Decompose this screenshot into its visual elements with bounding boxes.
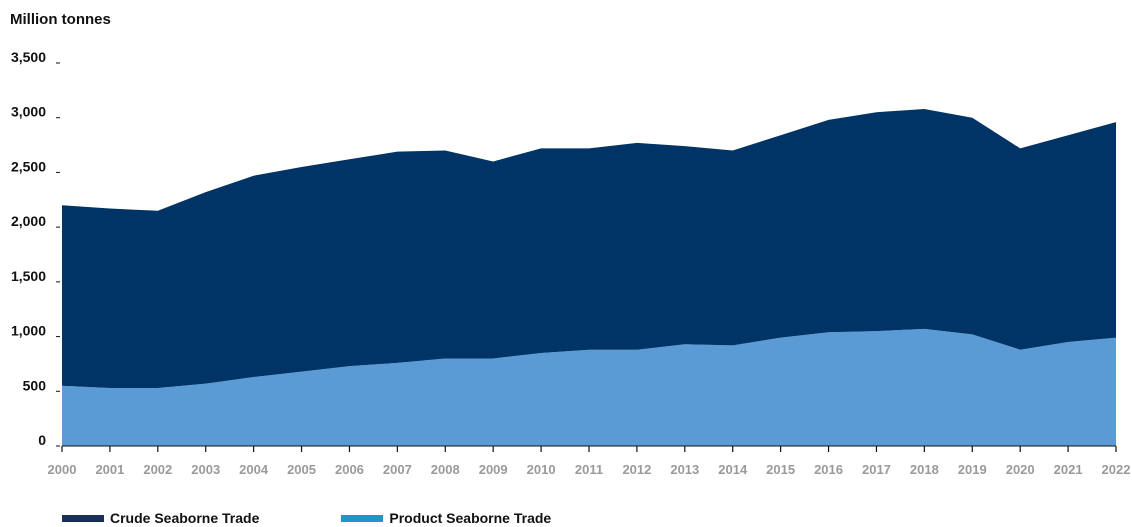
x-tick-label: 2019 xyxy=(958,462,987,477)
x-tick-label: 2010 xyxy=(527,462,556,477)
y-tick-label: 1,000 xyxy=(11,323,46,339)
legend-item-product: Product Seaborne Trade xyxy=(341,510,551,526)
x-tick-label: 2021 xyxy=(1054,462,1083,477)
x-axis: 2000 2001 2002 2003 2004 2005 2006 2007 2008 2009… xyxy=(48,445,1131,477)
x-tick-label: 2013 xyxy=(670,462,699,477)
legend-label-crude: Crude Seaborne Trade xyxy=(110,510,260,526)
y-axis: 0 500 1,000 1,500 2,000 2,500 3,000 3,500 xyxy=(11,49,60,448)
x-tick-label: 2016 xyxy=(814,462,843,477)
area-crude-seaborne-trade xyxy=(62,108,1116,389)
x-tick-label: 2000 xyxy=(48,462,77,477)
legend-label-product: Product Seaborne Trade xyxy=(389,510,552,526)
x-tick-label: 2005 xyxy=(287,462,316,477)
y-tick-label: 3,000 xyxy=(11,104,46,120)
legend-swatch-crude xyxy=(62,514,104,522)
legend-swatch-product xyxy=(341,514,384,522)
y-tick-label: 0 xyxy=(38,432,46,448)
x-tick-label: 2003 xyxy=(191,462,220,477)
x-tick-label: 2009 xyxy=(479,462,508,477)
x-tick-label: 2011 xyxy=(575,462,603,477)
x-tick-label: 2020 xyxy=(1006,462,1035,477)
y-axis-label: Million tonnes xyxy=(10,11,111,28)
x-tick-label: 2001 xyxy=(95,462,124,477)
y-tick-label: 2,500 xyxy=(11,158,46,174)
x-tick-label: 2017 xyxy=(862,462,891,477)
x-tick-label: 2014 xyxy=(718,462,748,477)
x-tick-label: 2007 xyxy=(383,462,412,477)
x-tick-label: 2002 xyxy=(143,462,172,477)
legend: Crude Seaborne Trade Product Seaborne Tr… xyxy=(62,510,551,526)
x-tick-label: 2008 xyxy=(431,462,460,477)
area-product-seaborne-trade xyxy=(62,328,1116,446)
x-tick-label: 2022 xyxy=(1102,462,1131,477)
x-tick-label: 2018 xyxy=(910,462,939,477)
x-tick-label: 2015 xyxy=(766,462,795,477)
x-tick-label: 2012 xyxy=(622,462,651,477)
y-tick-label: 1,500 xyxy=(11,268,46,284)
y-tick-label: 2,000 xyxy=(11,213,46,229)
y-tick-label: 3,500 xyxy=(11,49,46,65)
x-tick-label: 2006 xyxy=(335,462,364,477)
area-chart: Million tonnes 0 500 1,000 1,500 2,000 2,500 3… xyxy=(10,11,1131,477)
legend-item-crude: Crude Seaborne Trade xyxy=(62,510,259,526)
chart-areas xyxy=(62,108,1116,446)
y-tick-label: 500 xyxy=(23,377,47,393)
x-tick-label: 2004 xyxy=(239,462,269,477)
